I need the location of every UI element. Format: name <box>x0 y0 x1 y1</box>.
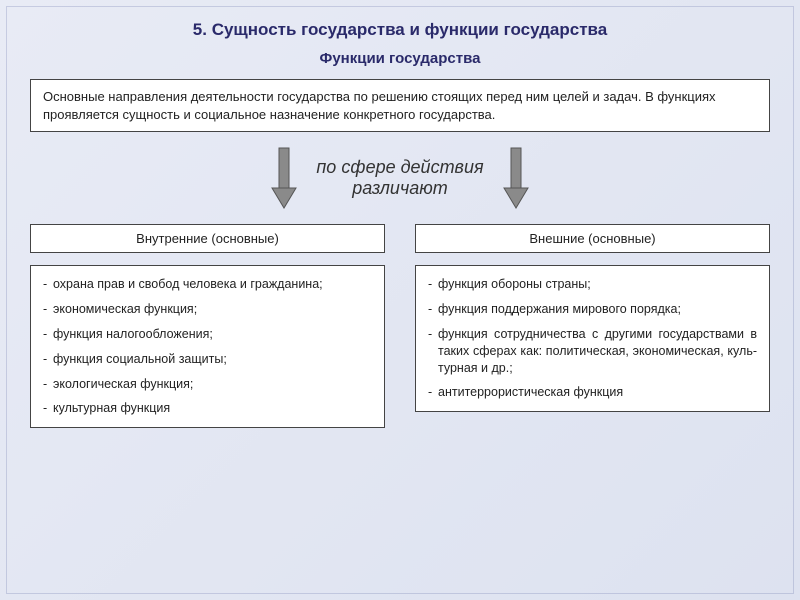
middle-line2: различают <box>352 178 448 198</box>
left-list: охрана прав и свобод человека и граждани… <box>43 276 372 417</box>
right-body: функция обороны страны; функция поддержа… <box>415 265 770 412</box>
columns: Внутренние (основные) охрана прав и своб… <box>30 224 770 428</box>
left-column: Внутренние (основные) охрана прав и своб… <box>30 224 385 428</box>
slide-title: 5. Сущность государства и функции госуда… <box>30 20 770 40</box>
left-body: охрана прав и свобод человека и граждани… <box>30 265 385 428</box>
list-item: антитеррористическая функция <box>428 384 757 401</box>
list-item: функция социальной защиты; <box>43 351 372 368</box>
definition-box: Основные направления деятельности госуда… <box>30 79 770 132</box>
right-list: функция обороны страны; функция поддержа… <box>428 276 757 401</box>
right-header: Внешние (основные) <box>415 224 770 253</box>
left-header: Внутренние (основные) <box>30 224 385 253</box>
list-item: функция поддержания мирового порядка; <box>428 301 757 318</box>
middle-text: по сфере действия различают <box>316 157 483 200</box>
list-item: экологическая функция; <box>43 376 372 393</box>
list-item: функция обороны страны; <box>428 276 757 293</box>
middle-row: по сфере действия различают <box>30 146 770 210</box>
middle-line1: по сфере действия <box>316 157 483 177</box>
arrow-down-right-icon <box>502 146 530 210</box>
right-column: Внешние (основные) функция обороны стран… <box>415 224 770 428</box>
list-item: функция сотрудничества с другими государ… <box>428 326 757 377</box>
list-item: функция налогообложения; <box>43 326 372 343</box>
arrow-down-left-icon <box>270 146 298 210</box>
slide-subtitle: Функции государства <box>30 50 770 67</box>
list-item: охрана прав и свобод человека и граждани… <box>43 276 372 293</box>
list-item: культурная функция <box>43 400 372 417</box>
list-item: экономическая функция; <box>43 301 372 318</box>
